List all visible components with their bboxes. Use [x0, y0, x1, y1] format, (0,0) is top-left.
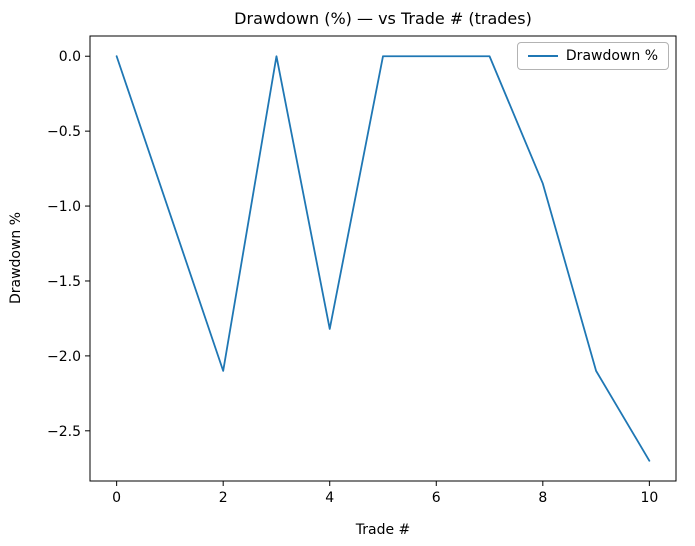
plot-area: 0 2 4 6 8 10 0.0 −0.5 −1.0 −1.5 −2.0 −2.5: [47, 35, 677, 506]
legend: Drawdown %: [516, 42, 669, 70]
legend-label: Drawdown %: [565, 48, 658, 64]
x-tick-label: 6: [432, 490, 441, 506]
x-tick-label: 4: [325, 490, 334, 506]
y-tick-label: −2.5: [47, 424, 81, 440]
y-tick-label: −2.0: [47, 349, 81, 365]
y-tick-label: −1.5: [47, 274, 81, 290]
x-axis-label: Trade #: [355, 522, 411, 538]
legend-line-sample: [527, 55, 558, 57]
x-tick-label: 8: [538, 490, 547, 506]
chart-title: Drawdown (%) — vs Trade # (trades): [234, 9, 532, 28]
y-tick-label: −0.5: [47, 124, 81, 140]
axes-frame: [89, 35, 677, 482]
x-tick-label: 0: [112, 490, 121, 506]
x-tick-label: 2: [219, 490, 228, 506]
y-tick-label: 0.0: [59, 49, 81, 65]
x-tick-label: 10: [640, 490, 658, 506]
y-axis-label: Drawdown %: [8, 212, 24, 304]
data-line: [115, 55, 651, 462]
y-tick-label: −1.0: [47, 199, 81, 215]
